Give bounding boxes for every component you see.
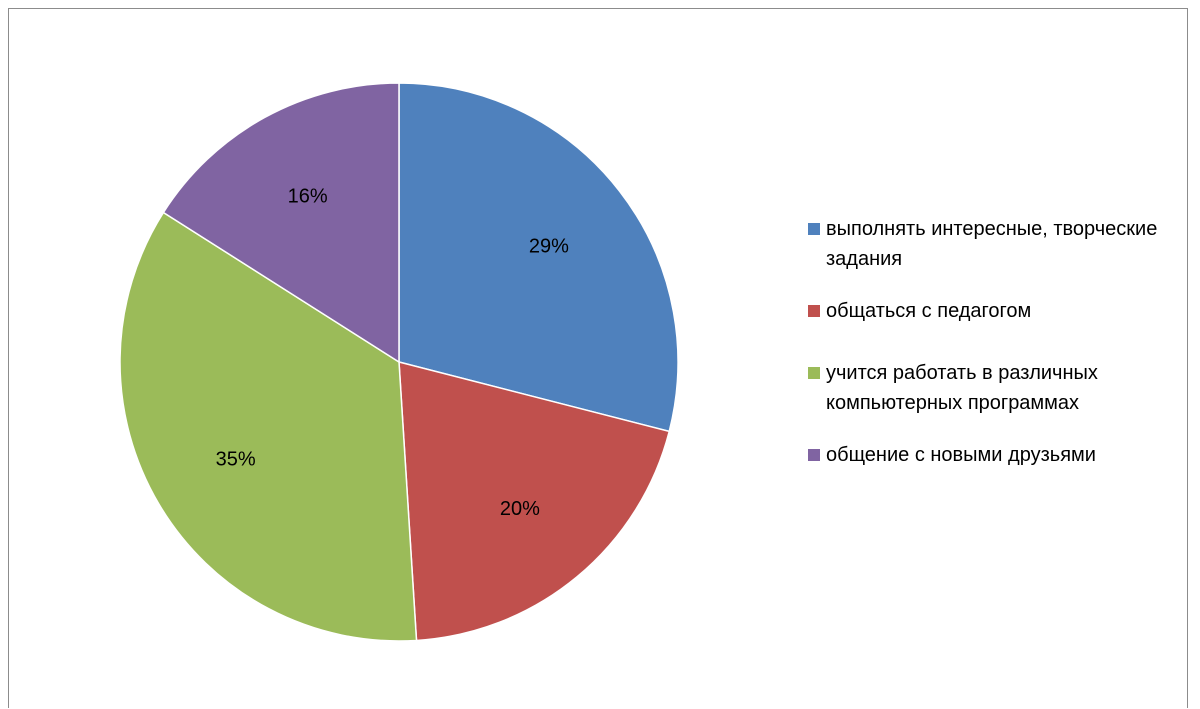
slice-teacher xyxy=(398,361,671,642)
slice-programs xyxy=(119,211,418,642)
legend: выполнять интересные, творческие задания… xyxy=(804,214,1184,492)
chart-area: 29% 20% 35% 16% выполнять интересные, творч… xyxy=(8,8,1188,708)
legend-label: общение с новыми друзьями xyxy=(826,444,1096,466)
pie-chart: 29% 20% 35% 16% xyxy=(119,82,679,642)
legend-swatch-green xyxy=(808,367,820,379)
legend-item-programs: учится работать в различных компьютерных… xyxy=(804,358,1184,418)
data-label-programs: 35% xyxy=(216,449,256,471)
legend-swatch-blue xyxy=(808,223,820,235)
legend-item-friends: общение с новыми друзьями xyxy=(804,440,1184,470)
legend-label: учится работать в различных компьютерных… xyxy=(826,362,1098,414)
legend-item-teacher: общаться с педагогом xyxy=(804,296,1184,326)
data-label-creative-tasks: 29% xyxy=(529,236,569,258)
legend-swatch-purple xyxy=(808,449,820,461)
legend-label: общаться с педагогом xyxy=(826,300,1032,322)
legend-swatch-red xyxy=(808,305,820,317)
data-label-teacher: 20% xyxy=(500,498,540,520)
legend-item-creative-tasks: выполнять интересные, творческие задания xyxy=(804,214,1184,274)
slice-friends xyxy=(162,82,400,364)
slice-creative-tasks xyxy=(398,82,679,433)
legend-label: выполнять интересные, творческие задания xyxy=(826,218,1158,270)
data-label-friends: 16% xyxy=(288,186,328,208)
